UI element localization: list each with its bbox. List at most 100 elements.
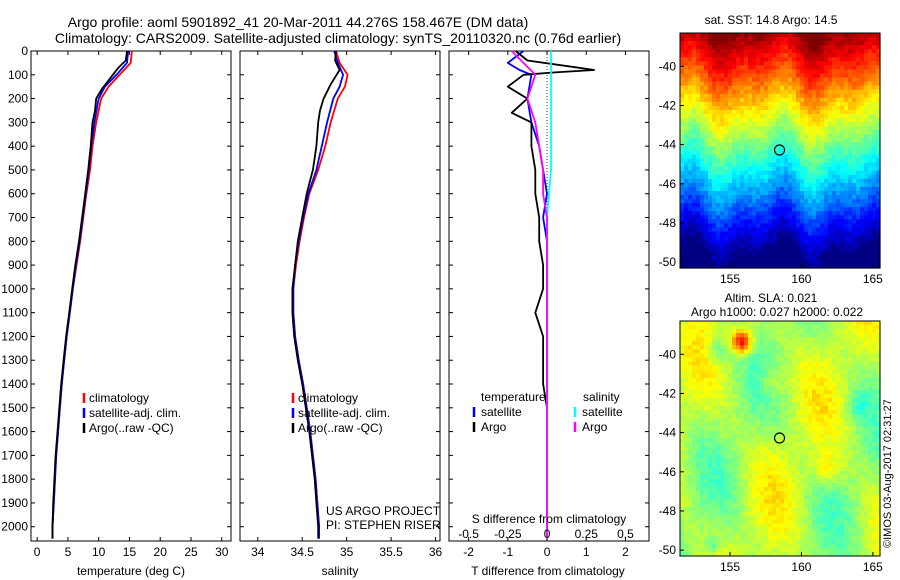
heatmap-cell [708, 357, 713, 363]
heatmap-cell [840, 162, 845, 168]
heatmap-cell [764, 263, 769, 269]
heatmap-cell [748, 109, 753, 115]
heatmap-cell [856, 219, 861, 225]
heatmap-cell [796, 105, 801, 111]
heatmap-cell [768, 170, 773, 176]
heatmap-cell [868, 454, 873, 460]
heatmap-cell [752, 345, 757, 350]
heatmap-cell [844, 357, 849, 363]
heatmap-cell [704, 118, 709, 123]
heatmap-cell [736, 65, 741, 71]
heatmap-cell [768, 381, 773, 387]
heatmap-cell [820, 134, 825, 139]
heatmap-cell [732, 389, 737, 395]
heatmap-cell [792, 418, 797, 423]
heatmap-cell [784, 243, 789, 249]
heatmap-cell [716, 122, 721, 127]
heatmap-cell [748, 426, 753, 431]
heatmap-cell [692, 186, 697, 192]
heatmap-cell [704, 337, 709, 342]
heatmap-cell [864, 182, 869, 188]
heatmap-cell [788, 389, 793, 395]
heatmap-cell [684, 227, 689, 233]
heatmap-cell [680, 53, 685, 58]
heatmap-cell [724, 97, 729, 103]
heatmap-cell [816, 251, 821, 257]
heatmap-cell [836, 255, 841, 261]
heatmap-cell [764, 426, 769, 431]
x-tick-label: 35 [340, 545, 354, 559]
heatmap-cell [784, 178, 789, 184]
heatmap-cell [764, 158, 769, 164]
heatmap-cell [820, 126, 825, 131]
heatmap-cell [732, 446, 737, 452]
heatmap-cell [796, 345, 801, 350]
heatmap-cell [844, 243, 849, 249]
heatmap-cell [800, 73, 805, 79]
heatmap-cell [852, 207, 857, 212]
heatmap-cell [824, 170, 829, 176]
heatmap-cell [744, 69, 749, 75]
heatmap-cell [744, 170, 749, 176]
heatmap-cell [680, 402, 685, 407]
heatmap-cell [712, 207, 717, 212]
heatmap-cell [820, 41, 825, 46]
heatmap-cell [840, 61, 845, 67]
heatmap-cell [708, 426, 713, 431]
heatmap-cell [700, 105, 705, 111]
heatmap-cell [712, 122, 717, 127]
heatmap-cell [728, 219, 733, 225]
heatmap-cell [748, 146, 753, 152]
heatmap-cell [768, 446, 773, 452]
heatmap-cell [824, 191, 829, 196]
heatmap-cell [864, 109, 869, 115]
heatmap-cell [760, 231, 765, 237]
heatmap-cell [724, 239, 729, 245]
heatmap-cell [824, 203, 829, 208]
heatmap-cell [804, 69, 809, 75]
heatmap-cell [748, 393, 753, 399]
heatmap-cell [696, 333, 701, 338]
heatmap-cell [824, 207, 829, 212]
heatmap-cell [700, 37, 705, 42]
heatmap-cell [692, 105, 697, 111]
heatmap-cell [772, 89, 777, 95]
heatmap-cell [728, 397, 733, 403]
heatmap-cell [860, 211, 865, 216]
heatmap-cell [704, 450, 709, 456]
heatmap-cell [704, 49, 709, 54]
heatmap-cell [704, 426, 709, 431]
map-y-tick-label: -44 [659, 138, 677, 152]
heatmap-cell [808, 81, 813, 87]
heatmap-cell [680, 263, 685, 269]
heatmap-cell [836, 61, 841, 67]
heatmap-cell [716, 438, 721, 444]
heatmap-cell [760, 114, 765, 119]
heatmap-cell [852, 357, 857, 363]
heatmap-cell [816, 146, 821, 152]
heatmap-cell [752, 349, 757, 355]
heatmap-cell [796, 235, 801, 241]
heatmap-cell [840, 462, 845, 468]
heatmap-cell [860, 203, 865, 208]
heatmap-cell [852, 397, 857, 403]
heatmap-cell [684, 345, 689, 350]
heatmap-cell [740, 77, 745, 83]
heatmap-cell [752, 397, 757, 403]
heatmap-cell [804, 430, 809, 436]
heatmap-cell [824, 263, 829, 269]
heatmap-cell [856, 365, 861, 371]
heatmap-cell [824, 454, 829, 460]
heatmap-cell [768, 186, 773, 192]
heatmap-cell [824, 101, 829, 107]
heatmap-cell [724, 389, 729, 395]
heatmap-cell [788, 134, 793, 139]
heatmap-cell [828, 178, 833, 184]
heatmap-cell [796, 69, 801, 75]
heatmap-cell [772, 154, 777, 160]
heatmap-cell [792, 454, 797, 460]
heatmap-cell [776, 158, 781, 164]
heatmap-cell [728, 462, 733, 468]
heatmap-cell [856, 37, 861, 42]
heatmap-cell [856, 373, 861, 379]
